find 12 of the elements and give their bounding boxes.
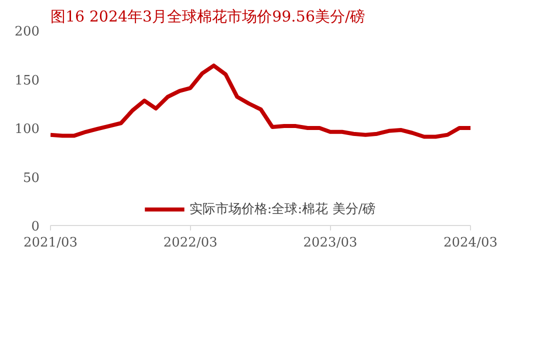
y-tick-label: 150 xyxy=(14,73,40,88)
line-series xyxy=(50,64,470,139)
y-tick-label: 100 xyxy=(14,122,40,137)
x-tick-label: 2022/03 xyxy=(163,236,218,250)
y-tick-label: 50 xyxy=(22,170,40,186)
legend-label: 实际市场价格:全球:棉花 美分/磅 xyxy=(189,201,376,218)
x-tick-label: 2023/03 xyxy=(303,236,358,250)
chart-title: 图16 2024年3月全球棉花市场价99.56美分/磅 xyxy=(50,8,366,26)
y-tick-label: 200 xyxy=(14,24,40,40)
x-tick-label: 2021/03 xyxy=(23,236,78,250)
x-tick-label: 2024/03 xyxy=(443,236,498,250)
y-tick-label: 0 xyxy=(31,220,40,234)
